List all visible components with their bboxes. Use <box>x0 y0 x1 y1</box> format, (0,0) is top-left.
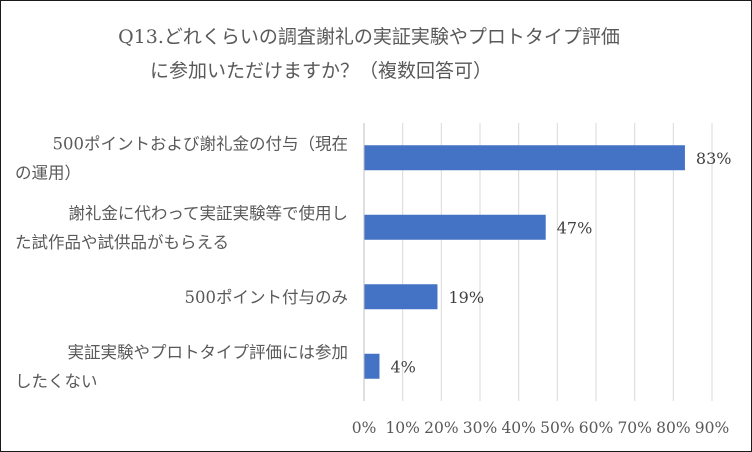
data-label-4: 4% <box>390 357 415 376</box>
bar-3 <box>364 284 438 310</box>
x-tick-label-0: 0% <box>352 419 377 437</box>
x-tick-label-20: 20% <box>424 419 458 437</box>
x-tick-label-10: 10% <box>385 419 419 437</box>
x-tick-label-80: 80% <box>656 419 690 437</box>
category-label-2-line-1: 謝礼金に代わって実証実験等で使用し <box>68 204 348 223</box>
category-label-2-line-2: た試作品や試供品がもらえる <box>15 233 229 252</box>
chart-title: Q13.どれくらいの調査謝礼の実証実験やプロトタイプ評価に参加いただけますか？（… <box>118 26 620 82</box>
x-tick-label-90: 90% <box>695 419 729 437</box>
x-tick-label-30: 30% <box>463 419 497 437</box>
bar-1 <box>364 145 685 171</box>
chart-title-line-1: Q13.どれくらいの調査謝礼の実証実験やプロトタイプ評価 <box>118 26 620 48</box>
data-label-2: 47% <box>557 218 593 237</box>
bars <box>364 145 685 379</box>
bar-4 <box>364 353 380 379</box>
data-label-1: 83% <box>696 149 732 168</box>
x-tick-label-40: 40% <box>501 419 535 437</box>
data-label-3: 19% <box>448 288 484 307</box>
category-label-1-line-1: 500ポイントおよび謝礼金の付与（現在 <box>53 134 349 153</box>
x-axis-tick-labels: 0% 10% 20% 30% 40% 50% 60% 70% 80% 90% <box>352 419 730 437</box>
bar-2 <box>364 214 546 240</box>
category-label-3-line-1: 500ポイント付与のみ <box>185 288 349 307</box>
x-tick-label-60: 60% <box>579 419 613 437</box>
category-label-4-line-2: したくない <box>15 372 98 391</box>
category-label-4-line-1: 実証実験やプロトタイプ評価には参加 <box>68 343 349 362</box>
data-labels: 83% 47% 19% 4% <box>390 149 731 377</box>
x-tick-label-50: 50% <box>540 419 574 437</box>
x-tick-label-70: 70% <box>617 419 651 437</box>
category-label-1-line-2: の運用） <box>15 163 81 182</box>
chart-title-line-2: に参加いただけますか？（複数回答可） <box>150 60 492 82</box>
